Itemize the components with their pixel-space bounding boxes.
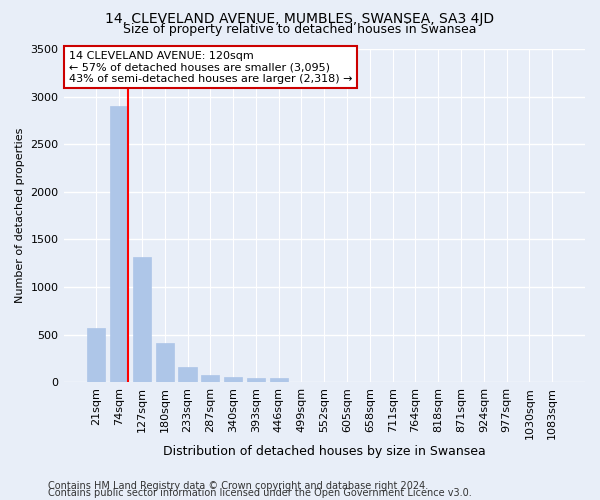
Bar [269,378,288,382]
Bar [178,368,197,382]
Bar [87,328,106,382]
Bar [110,106,128,382]
Bar [247,378,265,382]
X-axis label: Distribution of detached houses by size in Swansea: Distribution of detached houses by size … [163,444,485,458]
Text: 14, CLEVELAND AVENUE, MUMBLES, SWANSEA, SA3 4JD: 14, CLEVELAND AVENUE, MUMBLES, SWANSEA, … [106,12,494,26]
Bar [133,258,151,382]
Bar [155,343,174,382]
Text: Size of property relative to detached houses in Swansea: Size of property relative to detached ho… [123,22,477,36]
Text: Contains public sector information licensed under the Open Government Licence v3: Contains public sector information licen… [48,488,472,498]
Text: 14 CLEVELAND AVENUE: 120sqm
← 57% of detached houses are smaller (3,095)
43% of : 14 CLEVELAND AVENUE: 120sqm ← 57% of det… [69,50,352,84]
Y-axis label: Number of detached properties: Number of detached properties [15,128,25,304]
Text: Contains HM Land Registry data © Crown copyright and database right 2024.: Contains HM Land Registry data © Crown c… [48,481,428,491]
Bar [224,378,242,382]
Bar [201,375,220,382]
